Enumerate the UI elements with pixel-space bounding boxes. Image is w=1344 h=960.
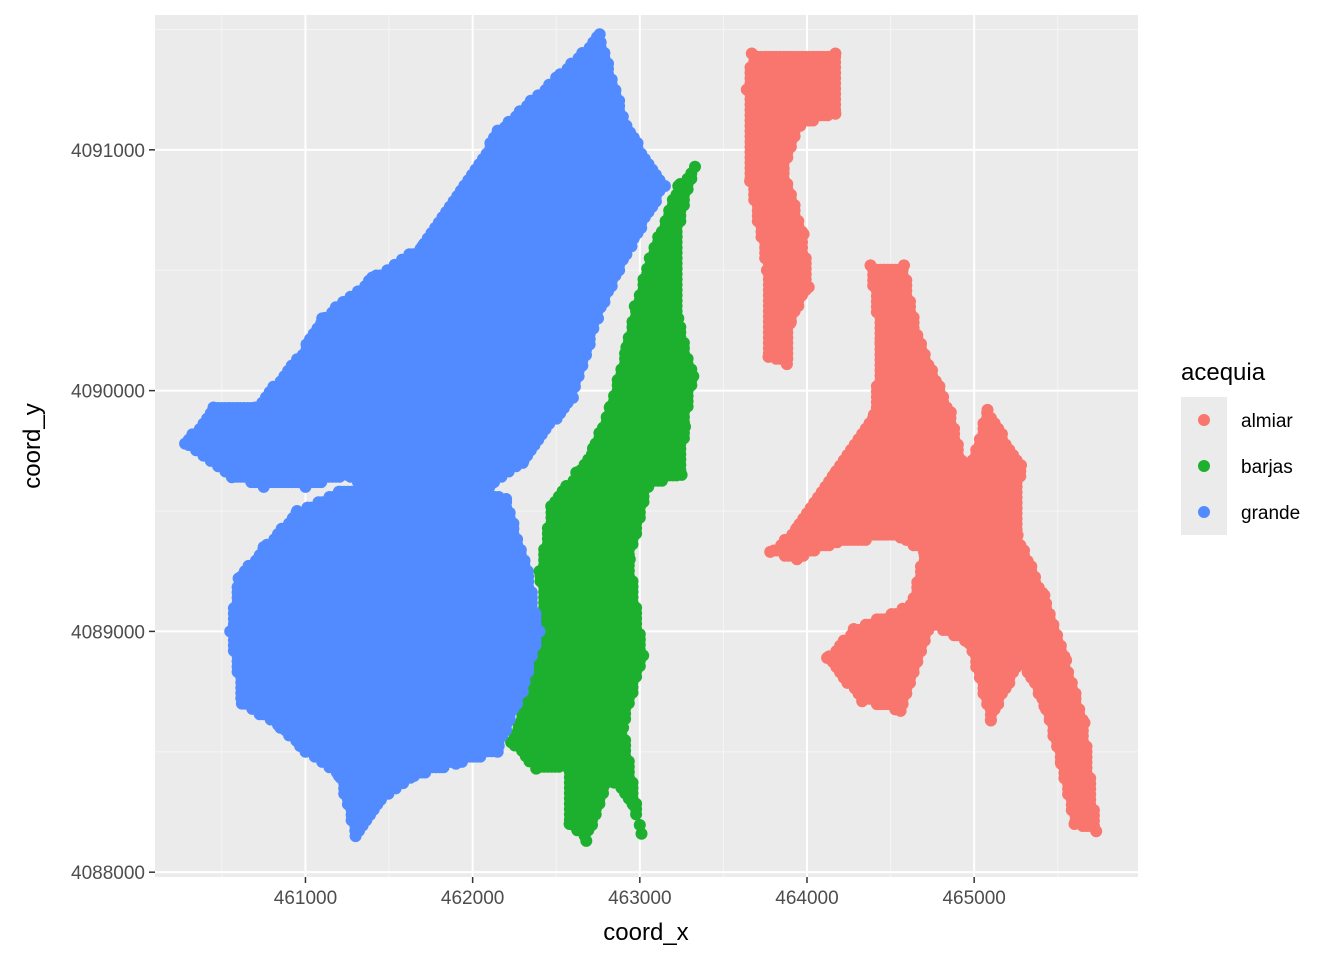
data-point-almiar	[1090, 825, 1103, 838]
data-point-almiar	[745, 47, 758, 60]
data-point-almiar	[788, 199, 801, 212]
data-point-almiar	[784, 317, 797, 330]
data-point-almiar	[1015, 459, 1027, 472]
data-point-almiar	[780, 358, 793, 371]
data-point-almiar	[981, 403, 994, 416]
data-point-almiar	[918, 348, 931, 361]
data-point-almiar	[1029, 571, 1041, 583]
data-point-almiar	[1025, 560, 1038, 573]
data-point-almiar	[829, 47, 842, 60]
data-point-almiar	[864, 259, 877, 272]
data-point-almiar	[791, 521, 803, 534]
data-point-almiar	[984, 714, 997, 727]
data-point-almiar	[1038, 589, 1051, 602]
data-point-almiar	[1051, 629, 1064, 642]
data-point-almiar	[1068, 818, 1081, 830]
data-point-almiar	[1038, 700, 1051, 712]
data-point-almiar	[1065, 676, 1078, 689]
data-point-almiar	[762, 350, 775, 363]
data-point-almiar	[959, 473, 972, 486]
data-point-almiar	[777, 163, 790, 176]
data-point-almiar	[894, 531, 907, 544]
data-point-almiar	[904, 295, 916, 308]
data-point-almiar	[898, 259, 910, 272]
data-point-almiar	[1055, 757, 1068, 770]
data-point-almiar	[856, 695, 869, 708]
data-point-almiar	[1018, 544, 1030, 557]
data-point-almiar	[829, 107, 842, 120]
data-point-almiar	[829, 466, 842, 479]
data-point-almiar	[937, 390, 950, 403]
data-point-almiar	[760, 264, 773, 277]
data-point-almiar	[1054, 639, 1067, 652]
data-point-almiar	[904, 598, 917, 611]
data-point-almiar	[926, 364, 938, 377]
data-point-almiar	[911, 329, 924, 342]
data-point-almiar	[1073, 703, 1086, 716]
series-almiar	[740, 47, 1103, 838]
data-point-almiar	[944, 406, 957, 419]
data-point-almiar	[951, 438, 964, 451]
data-point-almiar	[874, 336, 887, 349]
data-point-almiar	[781, 178, 794, 190]
data-point-almiar	[867, 408, 880, 421]
data-point-almiar	[1062, 666, 1075, 679]
data-point-almiar	[1060, 654, 1073, 667]
data-point-almiar	[1078, 716, 1091, 729]
data-point-almiar	[1047, 618, 1060, 631]
data-point-almiar	[784, 188, 797, 201]
data-point-almiar	[802, 281, 815, 294]
data-point-almiar	[955, 454, 968, 467]
data-point-almiar	[792, 215, 805, 228]
data-point-almiar	[1080, 740, 1093, 753]
data-point-almiar	[821, 651, 834, 664]
data-point-almiar	[948, 422, 961, 435]
data-point-almiar	[918, 545, 930, 558]
data-point-almiar	[1084, 772, 1097, 785]
data-point-almiar	[933, 380, 946, 393]
data-point-almiar	[740, 83, 753, 96]
data-point-almiar	[1011, 529, 1024, 542]
data-point-almiar	[924, 618, 937, 631]
data-point-almiar	[797, 228, 810, 241]
data-point-almiar	[791, 553, 803, 566]
data-point-almiar	[995, 428, 1008, 440]
data-point-almiar	[1087, 804, 1100, 817]
data-point-almiar	[894, 704, 907, 717]
data-point-almiar	[799, 252, 812, 265]
data-point-almiar	[847, 623, 860, 635]
data-points	[179, 28, 1103, 847]
data-point-almiar	[831, 536, 844, 549]
data-point-almiar	[963, 637, 976, 650]
data-point-almiar	[1043, 608, 1056, 621]
data-point-almiar	[794, 119, 807, 132]
data-point-almiar	[907, 311, 920, 324]
data-point-almiar	[900, 274, 913, 287]
data-point-almiar	[1015, 654, 1027, 667]
data-point-almiar	[764, 545, 777, 558]
data-point-almiar	[744, 175, 757, 188]
data-point-almiar	[1069, 687, 1082, 700]
